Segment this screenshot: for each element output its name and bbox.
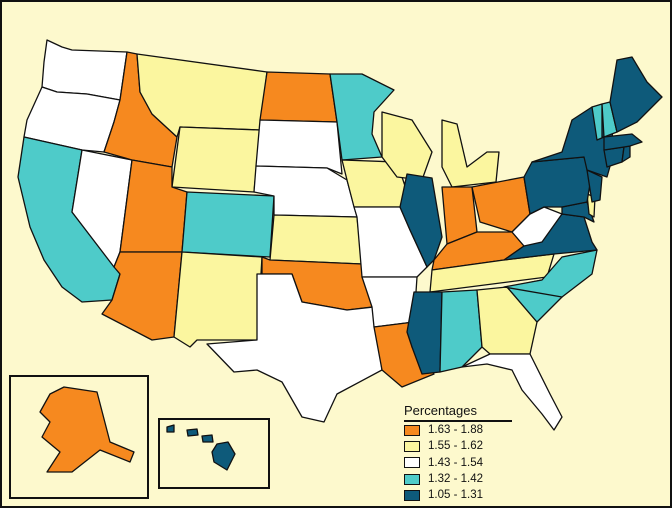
legend-item: 1.63 - 1.88 (404, 422, 524, 438)
state-al (439, 289, 483, 373)
state-me (609, 56, 663, 133)
legend-item: 1.32 - 1.42 (404, 471, 524, 487)
state-nd (259, 71, 338, 123)
state-mi (441, 119, 500, 188)
legend-label: 1.05 - 1.31 (428, 489, 483, 502)
state-fl (461, 353, 563, 431)
state-mn (329, 73, 395, 161)
legend-item: 1.05 - 1.31 (404, 487, 524, 503)
state-ak (39, 386, 135, 473)
state-ri (621, 145, 631, 163)
hawaii-inset-frame (158, 418, 270, 489)
state-ma (603, 133, 643, 151)
alaska-inset-frame (9, 375, 149, 499)
state-tx (206, 273, 383, 423)
legend-title: Percentages (404, 402, 512, 422)
legend: Percentages 1.63 - 1.88 1.55 - 1.62 1.43… (404, 402, 524, 503)
state-ks (269, 214, 363, 265)
legend-label: 1.55 - 1.62 (428, 440, 483, 453)
legend-label: 1.32 - 1.42 (428, 473, 483, 486)
legend-swatch-yellow (404, 440, 420, 452)
state-hi (166, 424, 236, 471)
legend-label: 1.63 - 1.88 (428, 424, 483, 437)
legend-label: 1.43 - 1.54 (428, 456, 483, 469)
state-nj (586, 169, 603, 203)
legend-item: 1.43 - 1.54 (404, 455, 524, 471)
legend-item: 1.55 - 1.62 (404, 438, 524, 454)
legend-swatch-teal (404, 473, 420, 485)
legend-swatch-navy (404, 489, 420, 501)
state-tn (429, 253, 555, 293)
state-nm (173, 251, 263, 348)
state-sd (255, 119, 343, 175)
legend-swatch-white (404, 457, 420, 469)
state-co (181, 191, 275, 258)
states-layer (17, 39, 663, 473)
state-wy (171, 126, 261, 193)
legend-swatch-orange (404, 424, 420, 436)
state-vt (591, 103, 605, 141)
state-il (399, 173, 443, 268)
